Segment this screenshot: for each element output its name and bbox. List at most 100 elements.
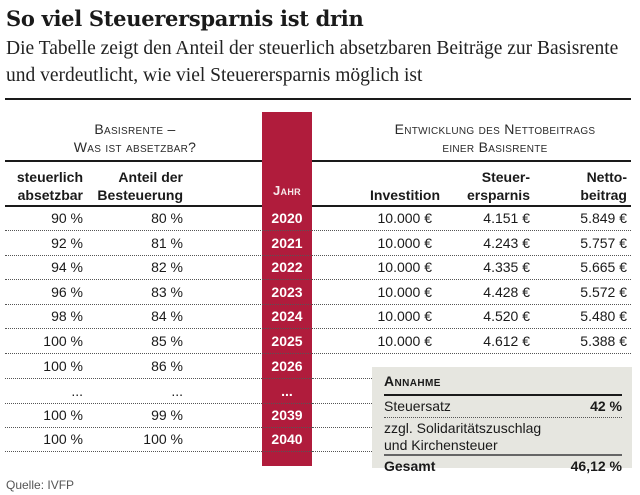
column-header-netto: Netto- beitrag [545,168,627,204]
table-row: 100 % 99 % 2039 [5,404,631,428]
cell-jahr: 2024 [271,308,303,324]
header-rule-left [5,160,262,162]
column-header-anteil: Anteil der Besteuerung [85,168,183,204]
cell-anteil: 85 % [151,333,183,349]
cell-jahr: 2023 [271,284,303,300]
column-header-line: Anteil der [118,169,183,185]
cell-anteil: 83 % [151,284,183,300]
cell-absetzbar: 90 % [51,210,83,226]
column-header-absetzbar: steuerlich absetzbar [5,168,83,204]
cell-absetzbar: 92 % [51,235,83,251]
cell-jahr: 2025 [271,333,303,349]
cell-jahr: ... [281,383,293,399]
column-header-line: beitrag [580,187,627,203]
table-row: 100 % 86 % 2026 [5,355,631,379]
source-note: Quelle: IVFP [6,478,75,492]
row-divider [5,255,631,256]
cell-netto: 5.572 € [580,284,627,300]
row-divider [312,378,372,379]
table-row: 100 % 85 % 2025 10.000 € 4.612 € 5.388 € [5,330,631,354]
cell-ersparnis: 4.151 € [483,210,530,226]
group-header-nettobeitrag: Entwicklung des Nettobeitrags einer Basi… [370,120,620,156]
cell-jahr: 2021 [271,235,303,251]
group-header-line: Entwicklung des Nettobeitrags [394,121,596,137]
year-column-highlight [262,112,312,466]
column-header-line: absetzbar [17,187,83,203]
assumption-box: Annahme Steuersatz 42 % zzgl. Solidaritä… [372,367,632,474]
assumption-label: Steuersatz [384,398,451,414]
cell-anteil: 100 % [143,431,183,447]
cell-investition: 10.000 € [377,235,433,251]
assumption-title-rule [384,394,622,396]
cell-investition: 10.000 € [377,259,433,275]
assumption-label: zzgl. Solidaritätszuschlag [384,420,542,436]
cell-ersparnis: 4.520 € [483,308,530,324]
cell-jahr: 2020 [271,210,303,226]
cell-absetzbar: 94 % [51,259,83,275]
cell-anteil: 84 % [151,308,183,324]
cell-investition: 10.000 € [377,210,433,226]
cell-absetzbar: 100 % [43,431,83,447]
row-divider [312,451,372,452]
cell-absetzbar: 96 % [51,284,83,300]
assumption-row-zuschlag: zzgl. Solidaritätszuschlag und Kirchenst… [384,420,622,454]
table-row: 92 % 81 % 2021 10.000 € 4.243 € 5.757 € [5,232,631,256]
assumption-title: Annahme [384,373,441,389]
group-header-line: Was ist absetzbar? [73,139,197,155]
cell-anteil: 99 % [151,407,183,423]
cell-jahr: 2040 [271,431,303,447]
header-rule-right [312,160,631,162]
row-divider [312,427,372,428]
assumption-total-rule [384,454,622,456]
cell-jahr: 2022 [271,259,303,275]
cell-ersparnis: 4.335 € [483,259,530,275]
cell-anteil: ... [171,383,183,399]
top-rule [5,98,631,100]
assumption-row-gesamt: Gesamt 46,12 % [384,458,622,474]
group-header-line: Basisrente – [94,121,176,137]
cell-jahr: 2039 [271,407,303,423]
row-divider [312,403,372,404]
row-divider [5,230,631,231]
cell-ersparnis: 4.243 € [483,235,530,251]
assumption-row-steuersatz: Steuersatz 42 % [384,398,622,414]
column-header-ersparnis: Steuer- ersparnis [450,168,530,204]
assumption-label: und Kirchensteuer [384,437,498,453]
assumption-value: 42 % [590,398,622,414]
column-header-investition: Investition [370,187,441,203]
column-header-line: ersparnis [466,187,530,203]
table-row: 98 % 84 % 2024 10.000 € 4.520 € 5.480 € [5,305,631,329]
cell-absetzbar: 100 % [43,333,83,349]
cell-investition: 10.000 € [377,333,433,349]
cell-anteil: 80 % [151,210,183,226]
table-row: 90 % 80 % 2020 10.000 € 4.151 € 5.849 € [5,207,631,231]
row-divider [5,304,631,305]
table-row: ......... [5,380,631,404]
cell-ersparnis: 4.428 € [483,284,530,300]
cell-netto: 5.665 € [580,259,627,275]
cell-absetzbar: 98 % [51,308,83,324]
cell-absetzbar: 100 % [43,407,83,423]
group-header-line: einer Basisrente [442,139,548,155]
assumption-label: Gesamt [384,458,436,474]
column-header-rule-left [5,205,262,207]
cell-netto: 5.757 € [580,235,627,251]
page-title: So viel Steuerersparnis ist drin [6,6,364,31]
cell-ersparnis: 4.612 € [483,333,530,349]
row-divider [5,378,372,379]
column-header-rule-right [312,205,631,207]
cell-netto: 5.849 € [580,210,627,226]
column-header-line: steuerlich [16,169,83,185]
table-row: 96 % 83 % 2023 10.000 € 4.428 € 5.572 € [5,281,631,305]
row-divider [5,403,372,404]
cell-netto: 5.388 € [580,333,627,349]
group-header-basisrente: Basisrente – Was ist absetzbar? [20,120,250,156]
row-divider [5,279,631,280]
row-divider [5,451,372,452]
table-row: 94 % 82 % 2022 10.000 € 4.335 € 5.665 € [5,256,631,280]
row-divider [5,328,631,329]
column-header-jahr: Jahr [273,183,301,198]
assumption-value: 46,12 % [570,458,622,474]
cell-anteil: 81 % [151,235,183,251]
cell-anteil: 86 % [151,358,183,374]
